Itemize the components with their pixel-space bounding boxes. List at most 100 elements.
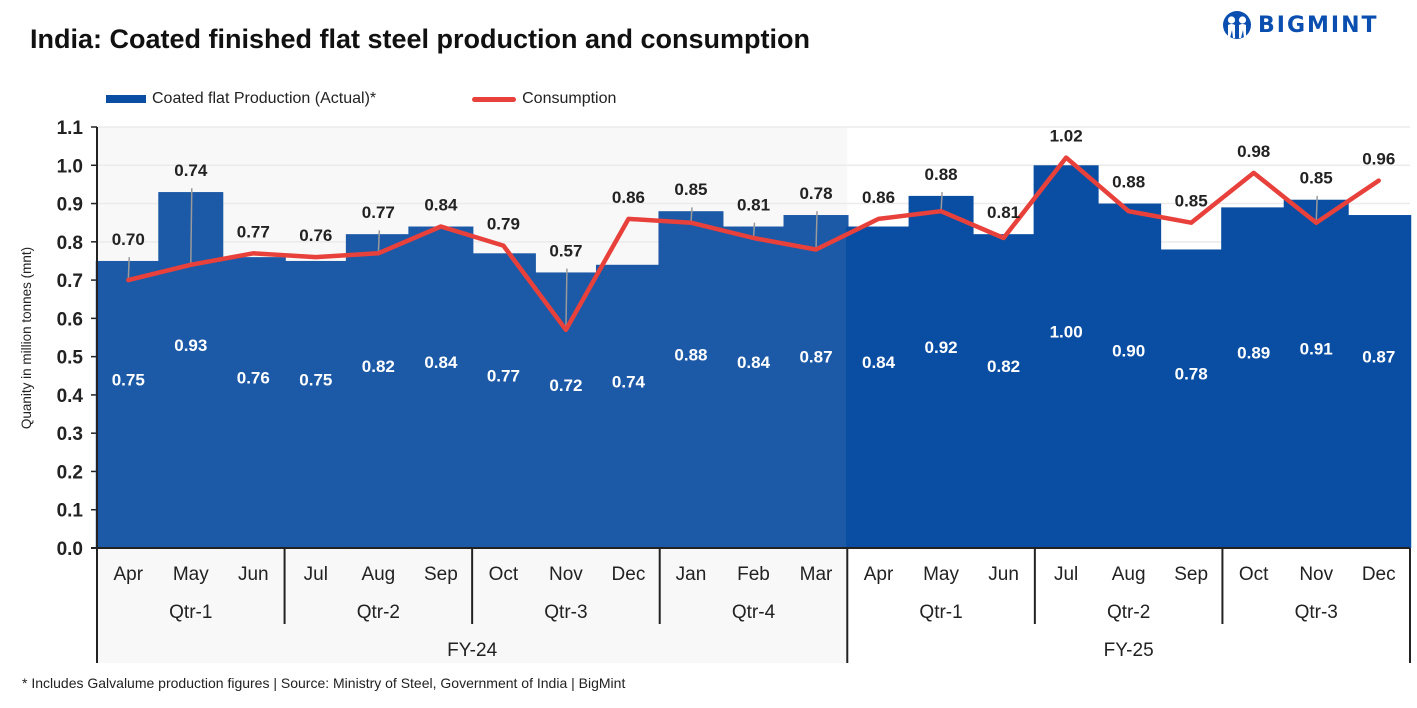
- x-tick-label-month: May: [173, 564, 209, 585]
- consumption-point-label: 1.02: [1050, 127, 1083, 146]
- y-tick-label: 0.7: [57, 271, 83, 292]
- x-tick-label-month: Dec: [612, 564, 646, 585]
- x-tick-label-month: Jun: [988, 564, 1019, 585]
- consumption-point-label: 0.74: [174, 161, 208, 180]
- logo-text: BIGMINT: [1258, 12, 1379, 38]
- production-bar-label: 0.92: [925, 338, 958, 357]
- consumption-point-label: 0.76: [299, 226, 332, 245]
- bigmint-logo-icon: [1223, 11, 1251, 39]
- production-bar-label: 0.89: [1237, 344, 1270, 363]
- production-bar-label: 0.74: [612, 372, 646, 391]
- label-leader-line: [752, 222, 756, 239]
- production-bar-label: 0.82: [362, 357, 395, 376]
- production-bar: [971, 234, 1037, 548]
- consumption-point-label: 0.86: [612, 188, 645, 207]
- y-tick-label: 1.0: [57, 156, 83, 177]
- y-axis-title: Quanity in million tonnes (mnt): [19, 247, 34, 429]
- x-tick-label-quarter: Qtr-3: [544, 602, 587, 623]
- production-bar: [1346, 215, 1412, 548]
- production-bar-label: 0.82: [987, 357, 1020, 376]
- y-tick-label: 0.6: [57, 309, 83, 330]
- x-tick-label-month: Jul: [1054, 564, 1078, 585]
- consumption-point-label: 0.85: [1300, 169, 1333, 188]
- consumption-point-label: 0.70: [112, 230, 145, 249]
- y-tick-label: 0.3: [57, 424, 83, 445]
- production-bar-label: 0.91: [1300, 340, 1333, 359]
- x-tick-label-month: Apr: [113, 564, 143, 585]
- consumption-point-label: 0.81: [737, 196, 770, 215]
- production-bar-label: 0.87: [799, 347, 832, 366]
- production-bar: [1033, 165, 1099, 549]
- legend-item-consumption: Consumption: [472, 90, 616, 108]
- consumption-point-label: 0.96: [1362, 150, 1395, 169]
- legend-item-production: Coated flat Production (Actual)*: [106, 90, 376, 108]
- x-tick-label-quarter: Qtr-2: [357, 602, 400, 623]
- consumption-point-label: 0.78: [799, 184, 832, 203]
- x-tick-label-month: May: [923, 564, 959, 585]
- consumption-point-label: 0.57: [549, 241, 582, 260]
- production-bar-label: 0.76: [237, 368, 270, 387]
- consumption-point-label: 0.86: [862, 188, 895, 207]
- production-bar: [846, 226, 912, 548]
- production-bar: [470, 253, 536, 549]
- x-tick-label-month: Sep: [1174, 564, 1208, 585]
- production-bar: [345, 234, 411, 548]
- consumption-point-label: 0.85: [674, 180, 707, 199]
- production-bar-label: 0.84: [737, 353, 771, 372]
- x-tick-label-month: Aug: [1112, 564, 1146, 585]
- x-tick-label-month: Nov: [1299, 564, 1333, 585]
- production-bar: [95, 260, 161, 548]
- label-leader-line: [940, 192, 943, 212]
- production-bar: [1158, 249, 1224, 549]
- label-leader-line: [815, 211, 818, 250]
- x-tick-label-month: Apr: [864, 564, 894, 585]
- consumption-point-label: 0.98: [1237, 142, 1270, 161]
- production-bar: [408, 226, 474, 548]
- production-bar: [658, 211, 724, 548]
- x-tick-label-fiscal-year: FY-24: [447, 640, 497, 661]
- production-bar: [595, 264, 661, 548]
- production-bar-label: 0.93: [174, 336, 207, 355]
- production-bar: [1283, 199, 1349, 548]
- label-leader-line: [190, 188, 193, 265]
- label-leader-line: [690, 207, 693, 223]
- x-tick-label-month: Sep: [424, 564, 458, 585]
- y-tick-label: 0.5: [57, 348, 84, 369]
- y-tick-label: 0.1: [57, 501, 84, 522]
- consumption-point-label: 0.79: [487, 215, 520, 234]
- x-tick-label-month: Jun: [238, 564, 269, 585]
- x-tick-label-fiscal-year: FY-25: [1104, 640, 1154, 661]
- consumption-point-label: 0.81: [987, 203, 1020, 222]
- y-tick-label: 0.4: [57, 386, 84, 407]
- production-bar-label: 1.00: [1050, 323, 1083, 342]
- chart-title: India: Coated finished flat steel produc…: [30, 24, 811, 54]
- consumption-line: [126, 155, 1381, 333]
- production-bar: [908, 195, 974, 548]
- production-bar-label: 0.84: [862, 353, 896, 372]
- brand-logo: BIGMINT: [1222, 10, 1379, 40]
- x-tick-label-month: Jul: [304, 564, 328, 585]
- footnote: * Includes Galvalume production figures …: [22, 675, 626, 691]
- x-tick-label-month: Aug: [361, 564, 395, 585]
- consumption-point-label: 0.85: [1175, 192, 1208, 211]
- label-leader-line: [377, 230, 381, 254]
- x-tick-label-month: Nov: [549, 564, 583, 585]
- x-tick-label-quarter: Qtr-3: [1295, 602, 1338, 623]
- legend-label-production: Coated flat Production (Actual)*: [152, 90, 377, 107]
- production-bar: [721, 226, 786, 548]
- label-leader-line: [565, 268, 568, 330]
- production-bar-label: 0.78: [1175, 365, 1208, 384]
- consumption-point-label: 0.88: [925, 165, 958, 184]
- x-tick-label-month: Jan: [676, 564, 707, 585]
- x-tick-label-quarter: Qtr-1: [919, 602, 962, 623]
- production-bar-label: 0.75: [299, 370, 332, 389]
- production-bar: [220, 257, 286, 548]
- consumption-point-label: 0.77: [237, 222, 270, 241]
- y-tick-label: 1.1: [57, 118, 84, 139]
- y-tick-label: 0.2: [57, 462, 83, 483]
- x-tick-label-month: Mar: [800, 564, 833, 585]
- x-tick-label-month: Feb: [737, 564, 770, 585]
- production-bar: [1221, 207, 1287, 548]
- chart-legend: Coated flat Production (Actual)* Consump…: [106, 90, 696, 108]
